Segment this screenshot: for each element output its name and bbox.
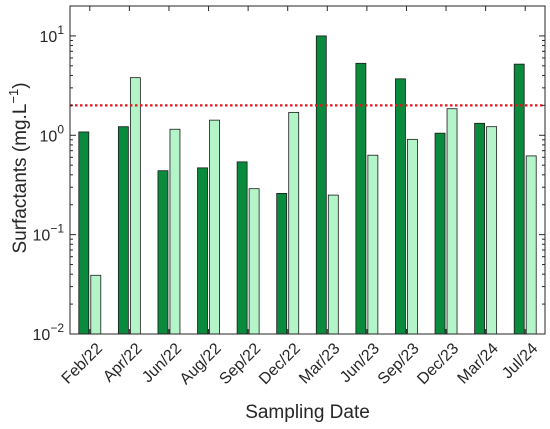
x-tick-label: Mar/24 [455,340,502,387]
x-tick-label: Jun/23 [337,340,383,386]
bars-layer [78,35,537,335]
y-tick-label: 10−1 [33,222,65,245]
bar-series2-Dec-22 [288,111,300,335]
bar-series2-Sep-22 [248,188,260,335]
bar-series2-Jul-24 [525,155,537,335]
x-tick-label: Feb/22 [59,340,106,387]
bar-series2-Mar-24 [486,126,498,335]
x-axis-label: Sampling Date [245,402,370,423]
x-tick-label: Aug/22 [177,340,225,388]
bar-series2-Aug-22 [209,119,220,335]
bar-series2-Feb-22 [90,274,102,335]
bar-series2-Jun-23 [367,154,379,335]
y-axis-label-main: Surfactants (mg.L [10,104,31,254]
bar-series1-Aug-22 [197,167,208,335]
bar-series1-Sep-23 [395,78,406,335]
bar-series1-Apr-22 [117,126,129,335]
bar-series1-Mar-24 [474,122,486,335]
bar-series1-Sep-22 [236,161,248,335]
y-axis-label: Surfactants (mg.L−1) [6,82,31,253]
x-tick-label: Sep/22 [216,340,264,388]
bar-series2-Jun-22 [169,128,181,335]
bar-series1-Mar-23 [315,35,327,335]
x-tick-label: Dec/23 [414,340,462,388]
bar-series2-Mar-23 [327,194,339,335]
bar-series1-Feb-22 [78,131,90,335]
x-tick-label: Dec/22 [256,340,304,388]
bar-series2-Sep-23 [407,138,418,335]
x-tick-label: Mar/23 [296,340,343,387]
bar-series1-Dec-23 [434,132,446,335]
x-tick-label: Jul/24 [499,340,541,382]
bar-series1-Dec-22 [276,193,288,335]
y-axis: 10−2 10−1 100 101 [33,5,545,344]
y-axis-label-suffix: ) [10,82,31,88]
x-tick-label: Sep/23 [375,340,423,388]
y-tick-label: 101 [40,23,65,46]
plot-frame [69,5,546,335]
bar-series2-Dec-23 [446,108,458,335]
y-tick-label: 100 [40,122,65,145]
x-tick-label: Apr/22 [100,340,145,385]
y-tick-label: 10−2 [33,321,65,344]
y-axis-label-superscript: −1 [6,89,21,104]
bar-series1-Jun-23 [355,62,367,335]
x-tick-label: Jun/22 [139,340,185,386]
bar-series2-Apr-22 [129,77,141,335]
bar-series1-Jun-22 [157,170,169,335]
